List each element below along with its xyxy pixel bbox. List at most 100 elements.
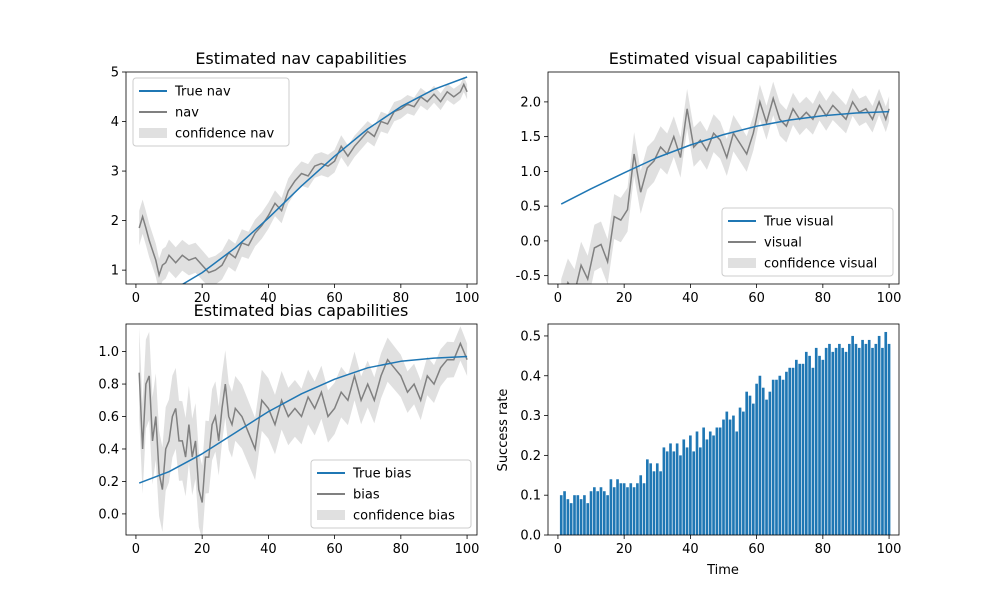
y-tick-label: 2 — [111, 214, 119, 229]
x-tick-label: 80 — [815, 542, 832, 557]
y-tick-label: 1.0 — [98, 345, 119, 360]
bar — [685, 447, 689, 535]
bar — [622, 483, 626, 535]
legend-swatch — [317, 510, 345, 520]
bar — [612, 487, 616, 535]
bar — [602, 491, 606, 535]
bar — [874, 343, 878, 535]
bar — [761, 387, 765, 535]
x-tick-label: 100 — [877, 542, 902, 557]
bar — [745, 391, 748, 535]
bar — [857, 347, 861, 535]
y-tick-label: 0.0 — [520, 529, 541, 544]
bar — [818, 355, 821, 535]
bar — [695, 431, 699, 535]
legend-label: bias — [353, 488, 380, 503]
true-line — [138, 355, 468, 484]
x-tick-label: 80 — [393, 291, 410, 306]
bar — [811, 367, 815, 535]
legend: True bias bias confidence bias — [310, 459, 472, 529]
legend-swatch — [728, 258, 756, 268]
estimate-line — [566, 95, 890, 284]
x-tick-label: 100 — [877, 291, 902, 306]
bar — [775, 379, 778, 535]
chart-bias-capabilities: Estimated bias capabilities 0 20 40 60 80 100… — [98, 301, 479, 557]
plot-area — [138, 326, 468, 535]
x-tick-label: 80 — [393, 542, 410, 557]
plot-area — [138, 76, 468, 284]
y-tick-label: 5 — [111, 66, 119, 81]
legend-label: visual — [764, 236, 802, 251]
x-tick-label: 0 — [554, 542, 562, 557]
bar — [712, 435, 715, 535]
legend: True nav nav confidence nav — [132, 77, 290, 147]
legend-box — [132, 77, 290, 147]
confidence-band — [561, 81, 890, 284]
bar — [705, 439, 709, 535]
bar — [867, 339, 871, 535]
bar — [735, 431, 739, 535]
bar — [748, 395, 752, 535]
axes-frame — [547, 71, 900, 285]
bar — [781, 379, 785, 535]
bar — [795, 359, 798, 535]
bar — [596, 491, 599, 535]
y-tick-label: 0.1 — [520, 489, 541, 504]
bar — [619, 483, 623, 535]
bar — [682, 439, 686, 535]
y-tick-label: 1 — [111, 264, 119, 279]
x-tick-label: 40 — [682, 291, 699, 306]
bar — [758, 375, 762, 535]
bar — [576, 495, 580, 535]
legend-label: confidence nav — [175, 127, 275, 142]
x-tick-label: 0 — [554, 291, 562, 306]
bar — [821, 359, 825, 535]
axes-frame — [125, 71, 478, 285]
bar — [722, 419, 725, 535]
bar — [728, 419, 732, 535]
y-tick-label: 0.6 — [98, 410, 119, 425]
bar — [785, 371, 788, 535]
bar — [881, 347, 884, 535]
x-tick-label: 60 — [326, 291, 343, 306]
bar — [778, 375, 782, 535]
bar — [675, 443, 679, 535]
bar — [559, 495, 563, 535]
bar — [768, 391, 772, 535]
bar — [616, 479, 619, 535]
x-tick-label: 0 — [132, 291, 140, 306]
estimate-line — [138, 341, 468, 503]
bar — [659, 471, 662, 535]
x-tick-label: 0 — [132, 542, 140, 557]
bar — [646, 459, 649, 535]
bar — [636, 483, 639, 535]
legend-label: True visual — [763, 215, 834, 230]
x-tick-label: 100 — [455, 542, 480, 557]
y-tick-label: -0.5 — [516, 269, 541, 284]
y-tick-label: 1.5 — [520, 130, 541, 145]
bar — [655, 463, 659, 535]
bar — [639, 475, 643, 535]
legend: True visual visual confidence visual — [721, 207, 894, 277]
estimate-line — [138, 82, 468, 278]
bar — [689, 435, 692, 535]
bar — [864, 343, 868, 535]
y-tick-label: 0.5 — [520, 329, 541, 344]
x-tick-label: 60 — [748, 291, 765, 306]
legend-label: True nav — [174, 85, 231, 100]
legend-label: confidence visual — [764, 257, 877, 272]
bar — [861, 339, 864, 535]
bar — [834, 347, 838, 535]
bar — [586, 503, 590, 535]
bar — [573, 495, 576, 535]
x-tick-label: 40 — [682, 542, 699, 557]
y-tick-label: 0.8 — [98, 378, 119, 393]
chart-nav-capabilities: Estimated nav capabilities 0 20 40 60 80 100 1… — [111, 49, 480, 306]
bar — [884, 331, 888, 535]
bar — [692, 451, 696, 535]
bar — [798, 363, 801, 535]
bar — [672, 451, 676, 535]
y-tick-label: 2.0 — [520, 95, 541, 110]
x-tick-label: 60 — [326, 542, 343, 557]
